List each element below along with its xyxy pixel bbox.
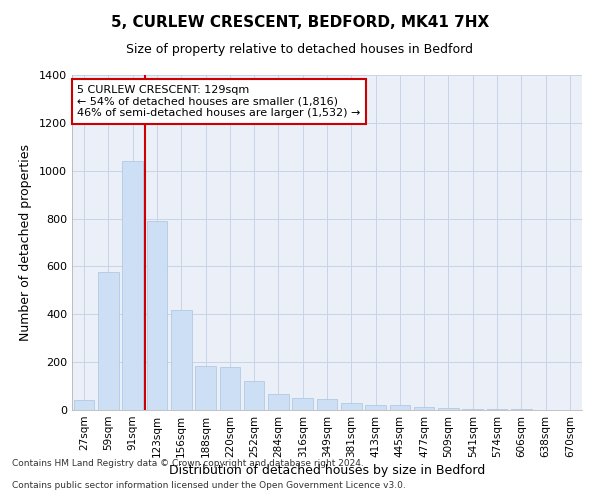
- Bar: [389, 405, 410, 410]
- Bar: [414, 407, 434, 410]
- Bar: [146, 221, 167, 410]
- Bar: [438, 408, 459, 410]
- Bar: [98, 272, 119, 410]
- Text: Contains HM Land Registry data © Crown copyright and database right 2024.: Contains HM Land Registry data © Crown c…: [12, 458, 364, 468]
- Bar: [487, 409, 508, 410]
- X-axis label: Distribution of detached houses by size in Bedford: Distribution of detached houses by size …: [169, 464, 485, 477]
- Text: 5 CURLEW CRESCENT: 129sqm
← 54% of detached houses are smaller (1,816)
46% of se: 5 CURLEW CRESCENT: 129sqm ← 54% of detac…: [77, 85, 361, 118]
- Text: Contains public sector information licensed under the Open Government Licence v3: Contains public sector information licen…: [12, 481, 406, 490]
- Bar: [341, 403, 362, 410]
- Bar: [220, 367, 240, 410]
- Bar: [365, 404, 386, 410]
- Bar: [463, 408, 483, 410]
- Bar: [268, 394, 289, 410]
- Y-axis label: Number of detached properties: Number of detached properties: [19, 144, 32, 341]
- Bar: [171, 310, 191, 410]
- Bar: [292, 398, 313, 410]
- Bar: [122, 161, 143, 410]
- Bar: [317, 399, 337, 410]
- Bar: [74, 400, 94, 410]
- Text: 5, CURLEW CRESCENT, BEDFORD, MK41 7HX: 5, CURLEW CRESCENT, BEDFORD, MK41 7HX: [111, 15, 489, 30]
- Bar: [195, 366, 216, 410]
- Text: Size of property relative to detached houses in Bedford: Size of property relative to detached ho…: [127, 42, 473, 56]
- Bar: [244, 382, 265, 410]
